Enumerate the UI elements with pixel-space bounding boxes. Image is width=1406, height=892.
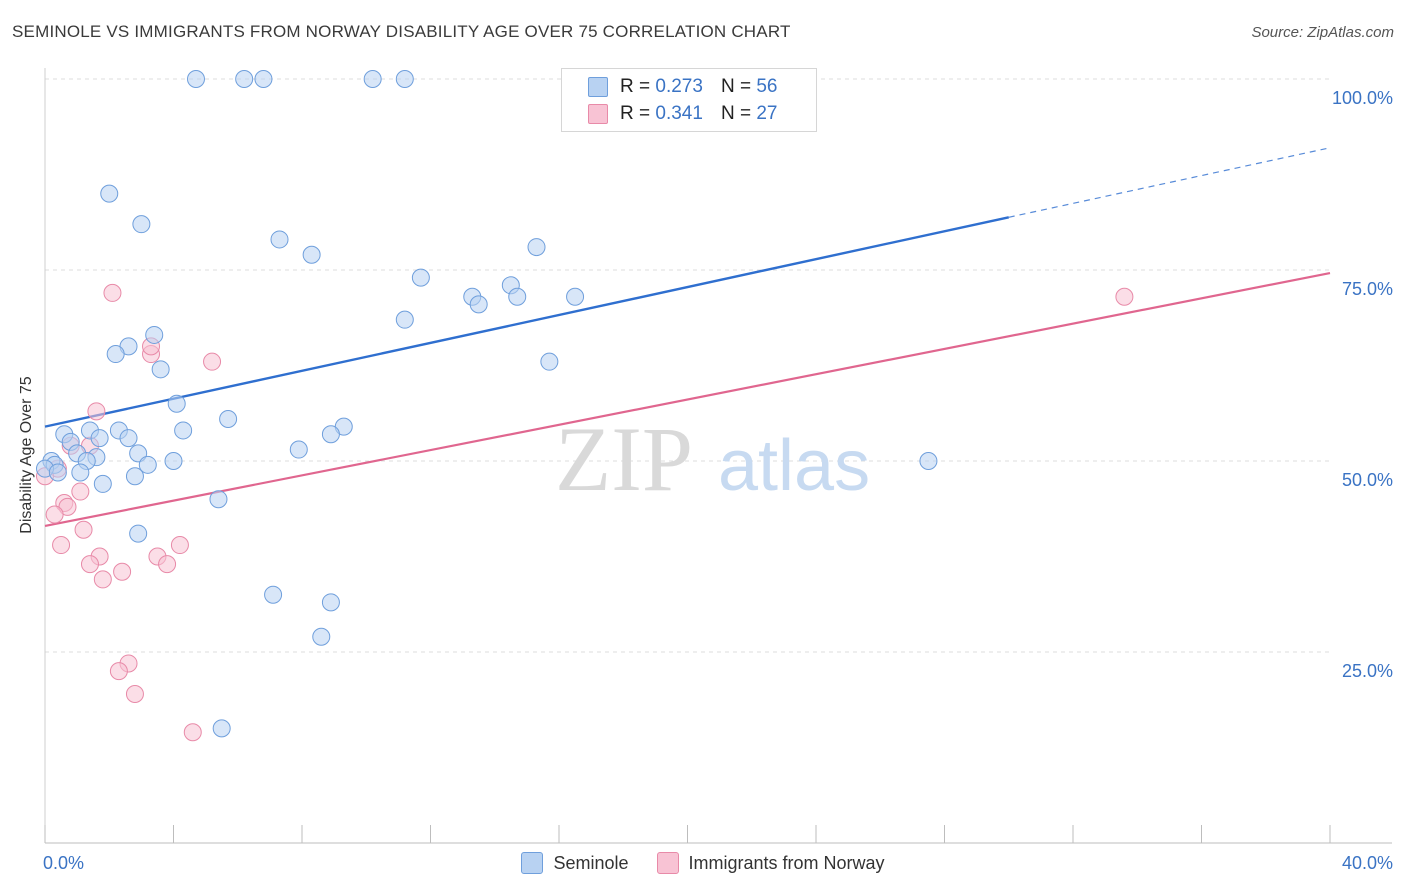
- seminole-point: [138, 455, 157, 474]
- seminole-swatch: [521, 852, 544, 874]
- seminole-point: [321, 593, 340, 612]
- norway-swatch: [588, 104, 608, 124]
- seminole-point: [164, 452, 183, 470]
- seminole-point: [919, 452, 938, 470]
- seminole-point: [48, 463, 67, 482]
- seminole-point: [270, 230, 289, 249]
- r-label: R =: [620, 76, 651, 97]
- chart-title: SEMINOLE VS IMMIGRANTS FROM NORWAY DISAB…: [12, 22, 791, 41]
- seminole-point: [145, 325, 164, 344]
- x-tick-label: 40.0%: [1342, 853, 1393, 873]
- norway-point: [125, 685, 144, 704]
- r-value: 0.273: [655, 76, 703, 97]
- norway-point: [93, 570, 112, 589]
- norway-point: [113, 562, 132, 581]
- seminole-point: [93, 474, 112, 493]
- y-tick-label: 50.0%: [1342, 470, 1393, 490]
- seminole-point: [289, 440, 308, 459]
- seminole-point: [527, 238, 546, 257]
- trend-lines: [44, 147, 1331, 528]
- legend-row-norway: R = 0.341 N = 27: [588, 101, 777, 127]
- seminole-point: [395, 310, 414, 329]
- data-points: [36, 70, 1134, 742]
- seminole-trend-line: [44, 216, 1010, 428]
- seminole-point: [125, 467, 144, 486]
- seminole-point: [174, 421, 193, 440]
- watermark-atlas: atlas: [718, 426, 870, 506]
- seminole-point: [264, 585, 283, 604]
- seminole-point: [186, 70, 205, 88]
- watermark-zip: ZIP: [555, 408, 693, 510]
- seminole-point: [508, 287, 527, 306]
- legend-row-seminole: R = 0.273 N = 56: [588, 74, 777, 100]
- seminole-point: [235, 70, 254, 88]
- seminole-trend-extension: [1008, 147, 1331, 218]
- source-label: Source: ZipAtlas.com: [1251, 24, 1394, 41]
- norway-point: [183, 723, 202, 742]
- seminole-point: [129, 444, 148, 463]
- seminole-point: [129, 524, 148, 543]
- grid-lines: [45, 78, 1330, 653]
- seminole-point: [219, 409, 238, 428]
- tick-labels: 25.0% 50.0% 75.0% 100.0% 0.0% 40.0%: [43, 88, 1393, 873]
- norway-swatch: [656, 852, 679, 874]
- legend-item-norway[interactable]: Immigrants from Norway: [656, 852, 885, 874]
- norway-trend-line: [44, 271, 1331, 528]
- seminole-point: [119, 429, 138, 448]
- seminole-point: [363, 70, 382, 88]
- seminole-point: [469, 295, 488, 314]
- seminole-point: [71, 463, 90, 482]
- seminole-point: [167, 394, 186, 413]
- seminole-point: [254, 70, 273, 88]
- norway-point: [71, 482, 90, 501]
- n-label: N =: [720, 76, 752, 97]
- n-label: N =: [720, 103, 752, 124]
- norway-point: [158, 555, 177, 574]
- seminole-point: [411, 268, 430, 287]
- watermark: ZIP atlas: [555, 408, 870, 510]
- seminole-point: [302, 245, 321, 264]
- stats-legend: R = 0.273 N = 56 R = 0.341 N = 27: [561, 68, 817, 132]
- norway-point: [1115, 287, 1134, 306]
- y-tick-label: 100.0%: [1332, 88, 1393, 108]
- seminole-point: [132, 215, 151, 234]
- seminole-point: [100, 184, 119, 203]
- seminole-point: [395, 70, 414, 88]
- y-tick-label: 75.0%: [1342, 279, 1393, 299]
- seminole-point: [90, 429, 109, 448]
- legend-label: Seminole: [553, 852, 629, 873]
- norway-point: [87, 402, 106, 421]
- seminole-point: [106, 345, 125, 364]
- seminole-point: [212, 719, 231, 738]
- norway-point: [80, 555, 99, 574]
- n-value: 27: [756, 103, 778, 124]
- seminole-point: [540, 352, 559, 371]
- norway-point: [170, 536, 189, 555]
- r-value: 0.341: [655, 103, 703, 124]
- series-legend: Seminole Immigrants from Norway: [0, 852, 1406, 874]
- legend-label: Immigrants from Norway: [688, 852, 885, 873]
- norway-point: [52, 536, 71, 555]
- n-value: 56: [756, 76, 778, 97]
- y-tick-label: 25.0%: [1342, 661, 1393, 681]
- seminole-point: [321, 425, 340, 444]
- norway-point: [109, 662, 128, 681]
- norway-point: [203, 352, 222, 371]
- seminole-swatch: [588, 77, 608, 97]
- norway-point: [45, 505, 64, 524]
- legend-item-seminole[interactable]: Seminole: [521, 852, 629, 874]
- seminole-point: [151, 360, 170, 379]
- seminole-point: [566, 287, 585, 306]
- norway-point: [74, 520, 93, 539]
- r-label: R =: [620, 103, 651, 124]
- seminole-point: [209, 490, 228, 509]
- x-tick-label: 0.0%: [43, 853, 84, 873]
- seminole-point: [312, 627, 331, 646]
- norway-point: [103, 283, 122, 302]
